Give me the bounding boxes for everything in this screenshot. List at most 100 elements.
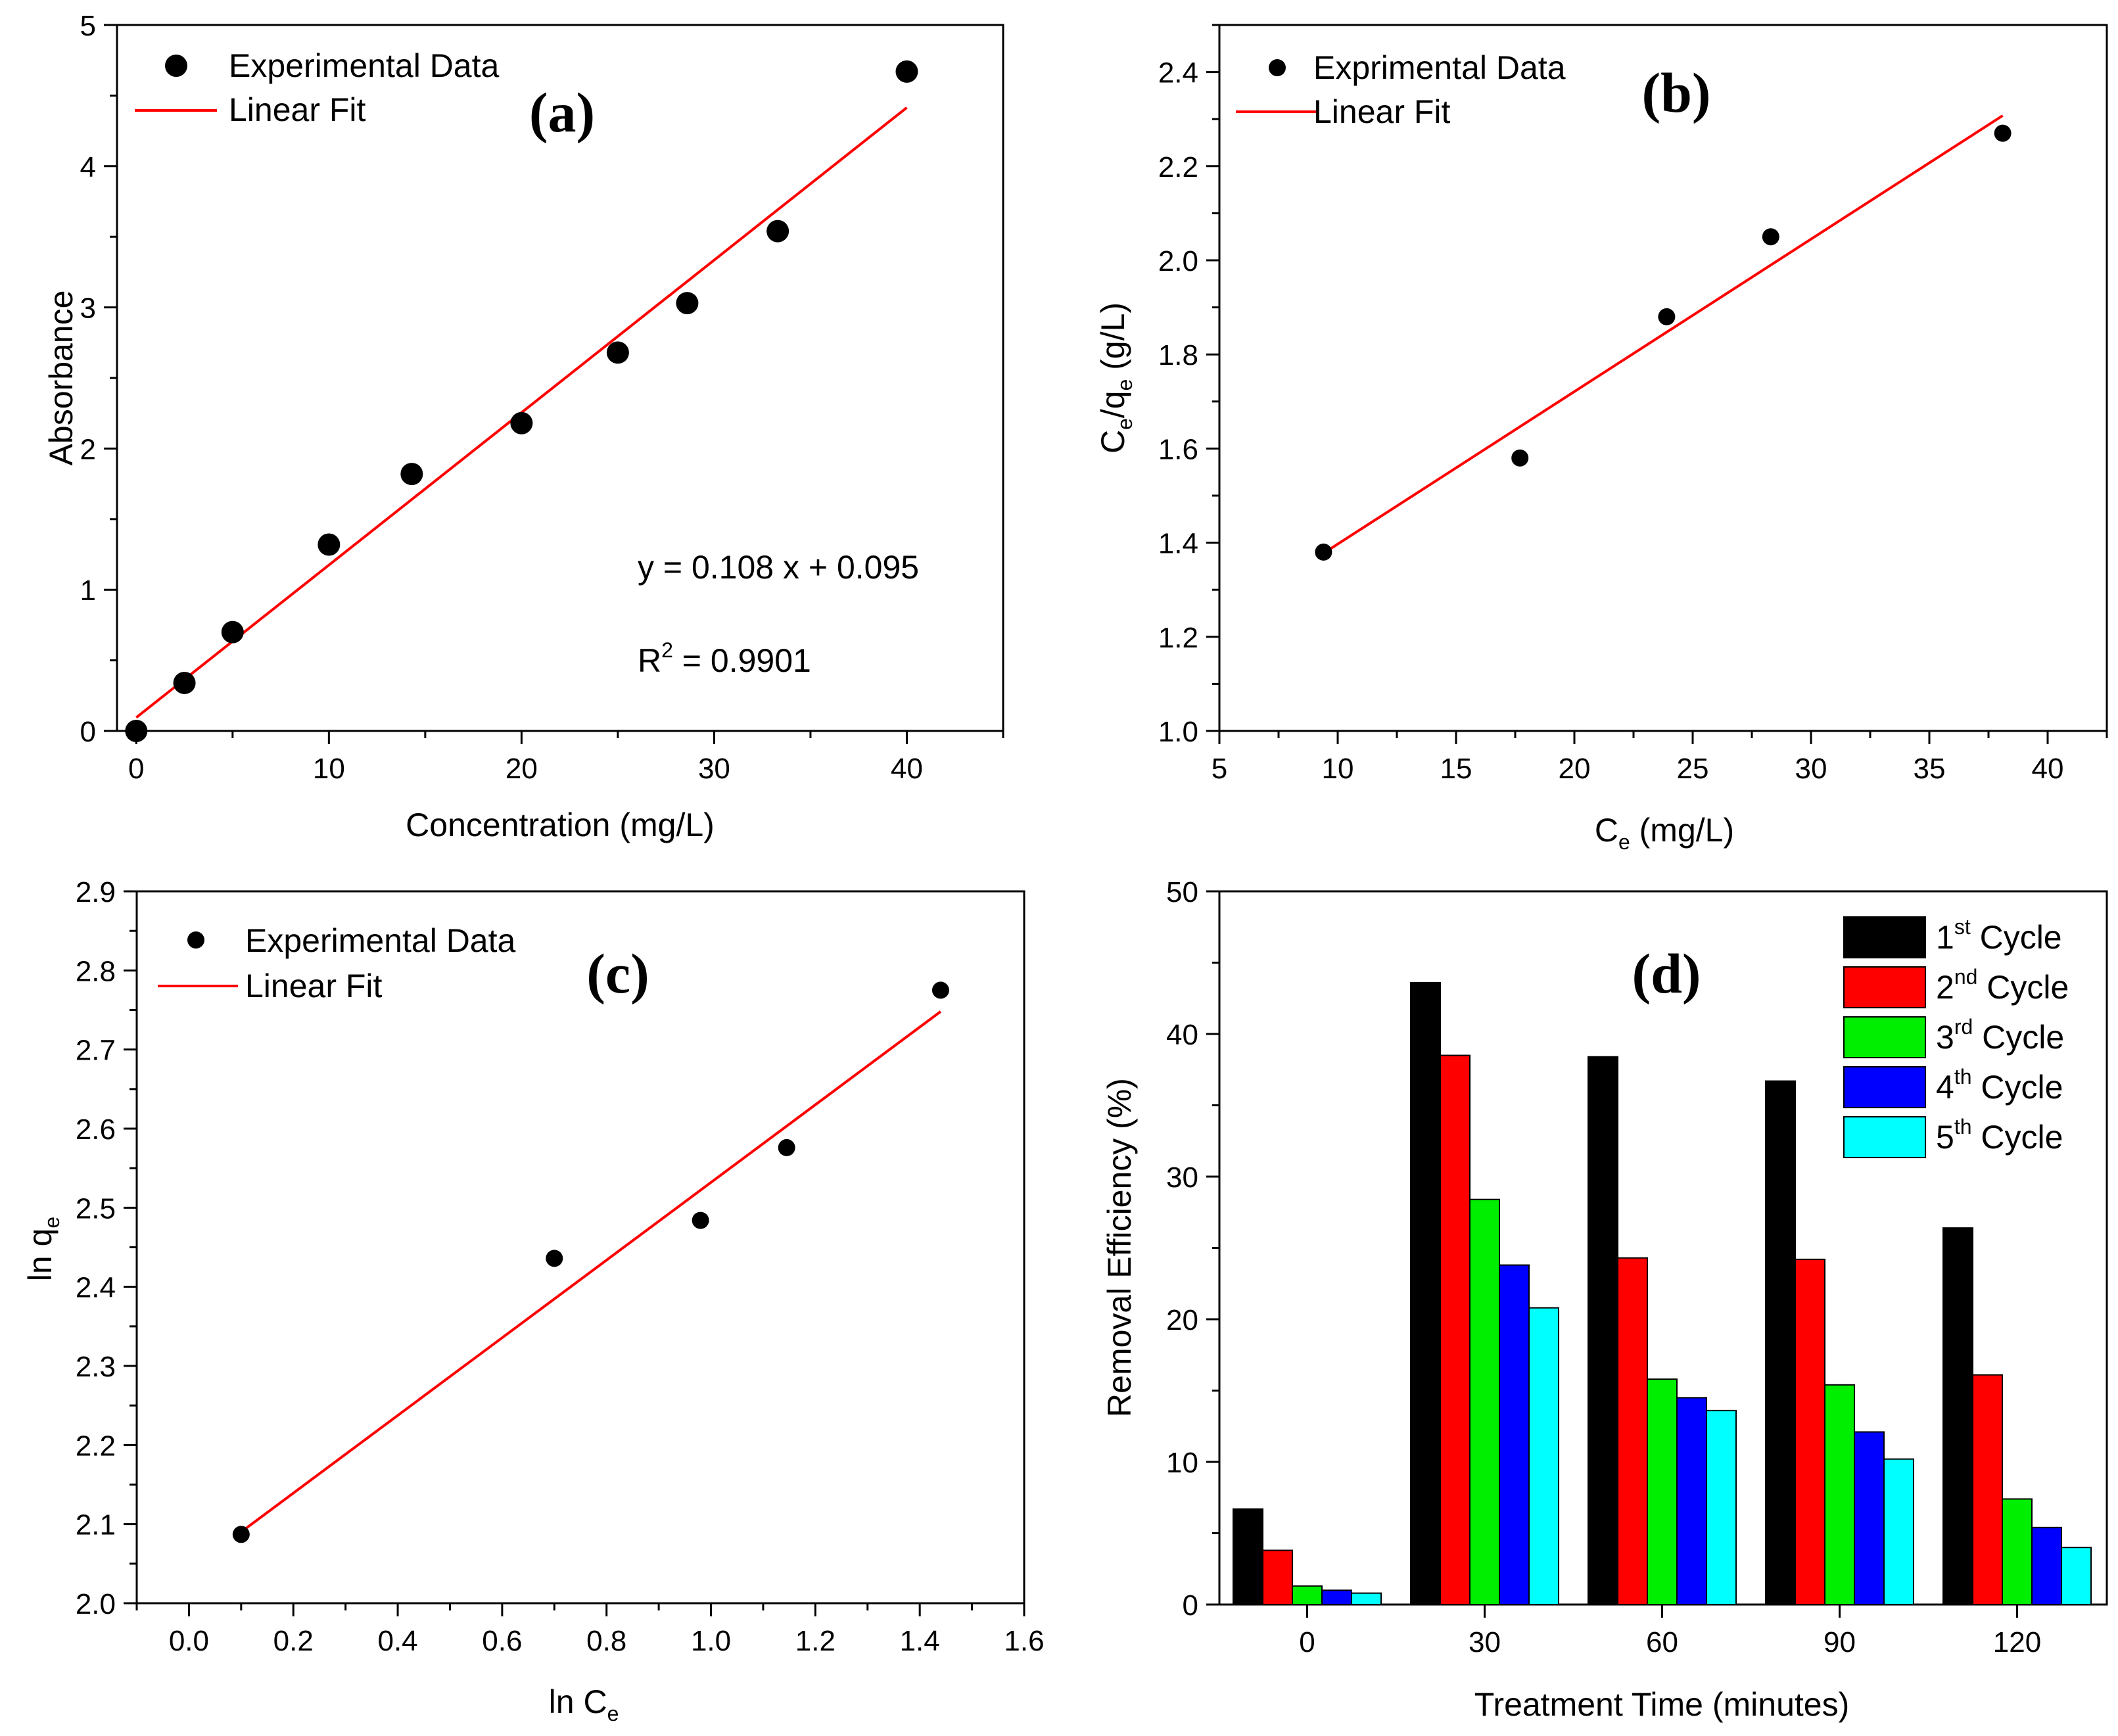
panel-c-legend: Experimental Data Linear Fit bbox=[158, 922, 515, 1004]
panel-d-xtick-label: 0 bbox=[1299, 1626, 1315, 1658]
panel-c-xlabel: ln Ce bbox=[549, 1683, 619, 1725]
panel-b-fit-line bbox=[1323, 114, 2004, 555]
panel-d-ytick-label: 20 bbox=[1166, 1304, 1198, 1336]
panel-d-label: (d) bbox=[1632, 942, 1701, 1005]
panel-a-point-8 bbox=[766, 220, 789, 243]
panel-b-point-4 bbox=[1994, 124, 2012, 142]
panel-d-bar-120-cycle-2 bbox=[1972, 1374, 2003, 1605]
panel-d-bar-30-cycle-3 bbox=[1469, 1198, 1500, 1605]
panel-a-legend-fit-label: Linear Fit bbox=[229, 91, 366, 128]
panel-d: 0 30 60 90 120 0 10 20 30 40 50 (d) Treatment Time… bbox=[1101, 876, 2108, 1723]
panel-c-xtick-label: 1.6 bbox=[1004, 1625, 1044, 1657]
panel-a-xtick-label: 40 bbox=[891, 753, 923, 785]
panel-b-ytick-label: 1.2 bbox=[1158, 622, 1198, 654]
panel-d-ylabel: Removal Efficiency (%) bbox=[1101, 1078, 1138, 1417]
panel-c: 0.0 0.2 0.4 0.6 0.8 1.0 1.2 1.4 1.6 2.0 2.1 2.2 2.3 2… bbox=[22, 876, 1045, 1725]
panel-d-bar-90-cycle-4 bbox=[1854, 1431, 1885, 1605]
panel-d-xtick-label: 60 bbox=[1646, 1626, 1678, 1658]
panel-a-point-9 bbox=[895, 60, 918, 83]
panel-d-ytick-label: 40 bbox=[1166, 1019, 1198, 1051]
panel-c-points bbox=[232, 981, 949, 1543]
panel-c-point-2 bbox=[692, 1211, 709, 1229]
panel-b-legend-points-label: Exprimental Data bbox=[1313, 49, 1566, 86]
panel-b-point-1 bbox=[1511, 449, 1529, 467]
panel-a: 0 10 20 30 40 0 1 2 3 4 5 (a) Concentration (mg/L)… bbox=[43, 10, 1004, 843]
panel-c-point-3 bbox=[778, 1138, 795, 1156]
panel-c-xtick-label: 0.6 bbox=[482, 1625, 522, 1657]
panel-c-ytick-label: 2.1 bbox=[76, 1509, 116, 1541]
panel-d-legend-swatch-4 bbox=[1843, 1066, 1926, 1108]
panel-d-bar-120-cycle-5 bbox=[2061, 1547, 2092, 1605]
panel-b-fit-layer bbox=[1323, 114, 2004, 555]
panel-d-bar-60-cycle-5 bbox=[1706, 1409, 1737, 1605]
panel-b-ytick-label: 1.0 bbox=[1158, 716, 1198, 748]
panel-d-legend-label-3: 3rd Cycle bbox=[1936, 1015, 2064, 1056]
panel-b-point-3 bbox=[1762, 228, 1779, 246]
panel-a-legend-point-marker bbox=[165, 55, 187, 77]
panel-d-bar-90-cycle-5 bbox=[1883, 1458, 1914, 1605]
panel-d-legend-swatch-3 bbox=[1843, 1016, 1926, 1058]
panel-d-bar-30-cycle-2 bbox=[1440, 1054, 1471, 1606]
panel-d-legend-label-2: 2nd Cycle bbox=[1936, 965, 2069, 1006]
panel-a-point-4 bbox=[400, 463, 423, 486]
panel-d-bar-0-cycle-5 bbox=[1351, 1592, 1382, 1605]
panel-c-fit-layer bbox=[240, 1010, 942, 1534]
panel-b-xtick-label: 10 bbox=[1322, 753, 1354, 785]
panel-b-xtick-label: 30 bbox=[1795, 753, 1827, 785]
panel-d-ytick-label: 10 bbox=[1166, 1447, 1198, 1479]
panel-a-xtick-label: 0 bbox=[128, 753, 144, 785]
panel-d-bars bbox=[1233, 981, 2092, 1606]
panel-a-r2: R2 = 0.9901 bbox=[638, 638, 811, 679]
panel-c-ytick-label: 2.6 bbox=[76, 1114, 116, 1146]
panel-c-fit-line bbox=[240, 1010, 942, 1534]
panel-d-xtick-label: 30 bbox=[1469, 1626, 1501, 1658]
panel-d-legend-label-1: 1st Cycle bbox=[1936, 915, 2062, 956]
panel-c-ticks: 0.0 0.2 0.4 0.6 0.8 1.0 1.2 1.4 1.6 2.0 2.1 2.2 2.3 2… bbox=[76, 876, 1045, 1657]
panel-a-point-7 bbox=[676, 292, 699, 315]
panel-c-point-4 bbox=[931, 981, 949, 999]
panel-d-bar-120-cycle-3 bbox=[2002, 1498, 2033, 1605]
panel-a-xtick-label: 30 bbox=[698, 753, 730, 785]
panel-c-ytick-label: 2.4 bbox=[76, 1272, 116, 1304]
panel-b-ytick-label: 2.2 bbox=[1158, 151, 1198, 183]
panel-b-ytick-label: 1.8 bbox=[1158, 339, 1198, 371]
panel-a-ylabel: Absorbance bbox=[43, 291, 80, 466]
panel-d-legend: 1st Cycle 2nd Cycle 3rd Cycle 4th Cycle 5th … bbox=[1843, 915, 2069, 1158]
panel-b-xtick-label: 40 bbox=[2032, 753, 2064, 785]
panel-b-xlabel: Ce (mg/L) bbox=[1595, 812, 1734, 854]
panel-c-legend-point-marker bbox=[187, 931, 204, 949]
panel-d-xtick-label: 120 bbox=[1993, 1626, 2041, 1658]
panel-b-legend: Exprimental Data Linear Fit bbox=[1236, 49, 1566, 130]
panel-d-bar-60-cycle-2 bbox=[1617, 1257, 1648, 1605]
panel-c-ytick-label: 2.5 bbox=[76, 1192, 116, 1225]
panel-d-legend-swatch-2 bbox=[1843, 966, 1926, 1008]
panel-b-label: (b) bbox=[1641, 61, 1710, 124]
panel-b-xtick-label: 20 bbox=[1559, 753, 1591, 785]
panel-b-ytick-label: 2.4 bbox=[1158, 57, 1198, 89]
panel-c-legend-fit-label: Linear Fit bbox=[245, 968, 383, 1004]
panel-b-ytick-label: 2.0 bbox=[1158, 245, 1198, 277]
panel-a-xtick-label: 20 bbox=[506, 753, 538, 785]
panel-a-xtick-label: 10 bbox=[313, 753, 345, 785]
panel-d-bar-30-cycle-5 bbox=[1528, 1307, 1559, 1605]
panel-a-ytick-label: 1 bbox=[80, 575, 96, 607]
panel-d-ytick-label: 30 bbox=[1166, 1161, 1198, 1194]
panel-d-legend-label-5: 5th Cycle bbox=[1936, 1115, 2063, 1156]
panel-c-label: (c) bbox=[586, 942, 649, 1005]
panel-c-xtick-label: 1.2 bbox=[795, 1625, 835, 1657]
panel-d-legend-label-4: 4th Cycle bbox=[1936, 1065, 2063, 1106]
panel-c-ylabel: ln qe bbox=[22, 1217, 64, 1281]
panel-b-legend-point-marker bbox=[1269, 59, 1286, 76]
panel-a-ytick-label: 2 bbox=[80, 433, 96, 465]
panel-b-ytick-label: 1.6 bbox=[1158, 433, 1198, 465]
panel-d-bar-90-cycle-1 bbox=[1765, 1080, 1796, 1605]
panel-d-bar-60-cycle-3 bbox=[1647, 1378, 1678, 1605]
panel-b-point-2 bbox=[1658, 308, 1676, 325]
panel-d-bar-0-cycle-2 bbox=[1262, 1549, 1293, 1606]
panel-a-ytick-label: 3 bbox=[80, 293, 96, 325]
panel-a-points bbox=[125, 60, 918, 742]
panel-d-bar-90-cycle-2 bbox=[1795, 1258, 1825, 1605]
panel-c-ytick-label: 2.7 bbox=[76, 1035, 116, 1067]
panel-d-bar-120-cycle-1 bbox=[1942, 1227, 1973, 1605]
